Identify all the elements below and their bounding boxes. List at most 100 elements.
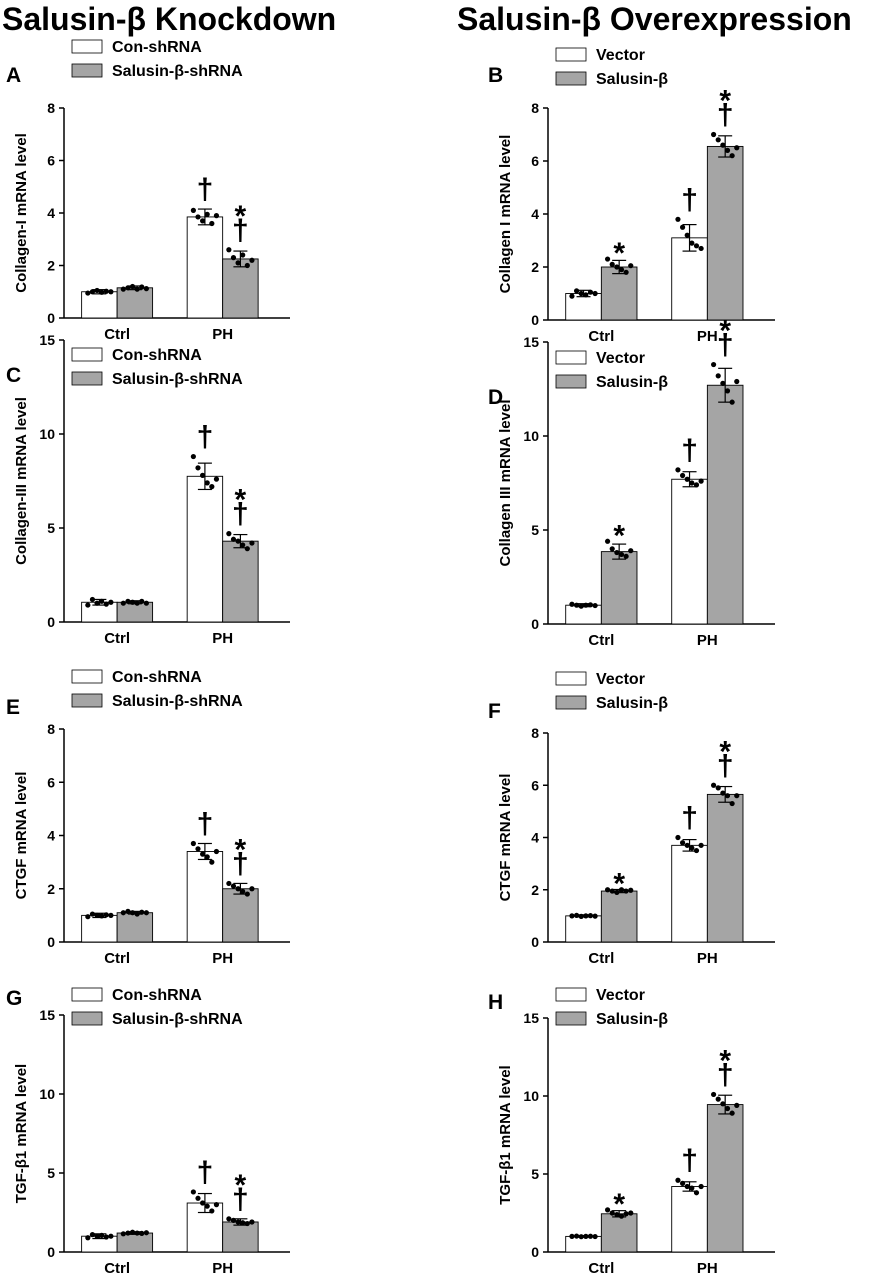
data-point [720, 142, 726, 148]
data-point [103, 601, 109, 607]
data-point [200, 218, 206, 224]
legend-swatch [71, 371, 103, 386]
legend-label: Con-shRNA [112, 669, 202, 686]
sig-mark-asterisk: * [719, 735, 731, 768]
data-point [578, 1234, 584, 1240]
y-tick-label: 0 [47, 614, 55, 630]
data-point [569, 1233, 575, 1239]
legend-swatch [555, 47, 587, 62]
data-point [679, 224, 686, 230]
legend-label: Salusin-β [596, 374, 668, 391]
legend-label: Con-shRNA [112, 347, 202, 364]
bar [706, 1104, 744, 1253]
data-point [569, 913, 575, 919]
legend-label: Vector [596, 350, 645, 367]
data-point [94, 912, 100, 918]
data-point [724, 793, 731, 799]
data-point [209, 220, 215, 227]
data-point [684, 476, 690, 482]
data-point [710, 361, 717, 368]
y-tick-label: 2 [531, 882, 539, 898]
y-tick-label: 2 [47, 881, 55, 897]
x-category-label: PH [697, 950, 718, 967]
data-point [108, 599, 114, 605]
data-point [604, 887, 611, 893]
data-point [618, 1213, 625, 1219]
data-point [698, 1183, 704, 1190]
data-point [235, 886, 241, 892]
data-point [120, 600, 126, 606]
y-tick-label: 0 [47, 1244, 55, 1260]
data-point [139, 284, 145, 290]
data-point [578, 603, 584, 609]
data-point [190, 840, 196, 847]
sig-mark-dagger: † [717, 99, 734, 132]
sig-mark-asterisk: * [235, 833, 247, 866]
data-point [230, 883, 237, 889]
data-point [213, 213, 220, 219]
data-point [143, 286, 149, 292]
sig-mark-asterisk: * [613, 1188, 625, 1221]
data-point [213, 476, 220, 482]
data-point [693, 1190, 700, 1196]
legend-swatch [71, 347, 103, 362]
data-point [85, 602, 91, 608]
legend-swatch [555, 1011, 587, 1026]
sig-mark-dagger: † [197, 1156, 214, 1189]
data-point [230, 1217, 237, 1223]
data-point [89, 911, 96, 917]
x-category-label: Ctrl [588, 950, 614, 967]
y-axis-label: CTGF mRNA level [13, 772, 30, 900]
data-point [230, 255, 237, 261]
legend-swatch [71, 63, 103, 78]
data-point [249, 540, 255, 546]
legend-label: Salusin-β [596, 71, 668, 88]
data-point [623, 269, 629, 275]
bar [186, 475, 224, 623]
data-point [195, 465, 201, 471]
panel-letter: A [6, 64, 21, 87]
data-point [195, 846, 201, 852]
y-tick-label: 8 [531, 100, 539, 116]
data-point [204, 854, 210, 860]
data-point [244, 1220, 250, 1227]
data-point [573, 912, 580, 918]
data-point [240, 888, 246, 895]
data-point [108, 912, 114, 918]
data-point [143, 1230, 149, 1236]
bar [222, 540, 259, 623]
bar [600, 890, 638, 943]
legend-swatch [71, 39, 103, 54]
panel-f: F Vector Salusin-β 0 2 4 6 8 CTGF mRNA level * Ctr… [488, 671, 775, 967]
data-point [125, 285, 131, 291]
bar [222, 1221, 259, 1253]
legend-label: Vector [596, 47, 645, 64]
data-point [120, 1231, 126, 1237]
data-point [604, 256, 611, 262]
data-point [226, 247, 232, 253]
y-tick-label: 10 [39, 1086, 55, 1102]
data-point [120, 910, 126, 916]
data-point [583, 292, 589, 298]
panel-letter: C [6, 364, 21, 387]
y-tick-label: 15 [39, 332, 55, 348]
data-point [592, 1233, 598, 1240]
legend-swatch [555, 71, 587, 86]
x-category-label: PH [697, 328, 718, 345]
data-point [698, 842, 704, 848]
data-point [587, 289, 594, 295]
data-point [129, 599, 136, 605]
panel-d: D Vector Salusin-β 0 5 10 15 Collagen III mRNA … [488, 315, 775, 649]
data-point [108, 1233, 114, 1239]
data-point [679, 472, 686, 479]
data-point [108, 289, 114, 295]
bar [706, 793, 744, 943]
data-point [734, 378, 740, 385]
data-point [99, 289, 105, 295]
data-point [204, 211, 210, 217]
y-tick-label: 2 [47, 258, 55, 274]
data-point [103, 912, 109, 918]
sig-mark-dagger: † [717, 329, 734, 362]
data-point [623, 888, 629, 894]
panel-c: C Con-shRNA Salusin-β-shRNA 0 5 10 15 Collagen-… [6, 332, 290, 647]
